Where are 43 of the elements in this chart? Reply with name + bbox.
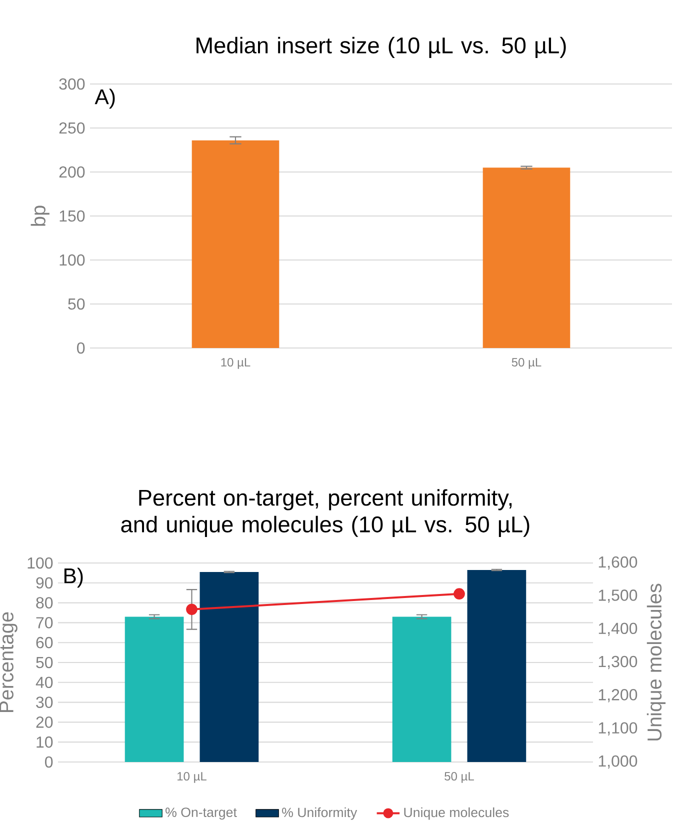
y-tick-label: 100 xyxy=(28,557,53,569)
y-tick-label: 90 xyxy=(36,577,53,589)
y-axis-title: bp xyxy=(30,206,50,226)
y2-tick-label: 1,100 xyxy=(598,722,638,736)
y2-tick-label: 1,500 xyxy=(598,590,638,603)
bar xyxy=(467,570,526,762)
legend-label: Unique molecules xyxy=(404,807,509,820)
y2-tick-label: 1,000 xyxy=(598,755,638,769)
chart-title: Percent on-target, percent uniformity, and unique molecules (10 µL vs. 50 µL) xyxy=(121,489,530,537)
bar xyxy=(124,616,184,762)
y-tick-label: 150 xyxy=(60,210,85,222)
y-tick-label: 20 xyxy=(36,716,53,728)
y-tick-label: 80 xyxy=(36,597,53,608)
x-tick-label: 10 µL xyxy=(178,772,206,783)
annotation: A) xyxy=(94,88,115,109)
y-tick-label: 50 xyxy=(36,656,53,668)
y2-axis-title: Unique molecules xyxy=(646,584,666,740)
y-tick-label: 70 xyxy=(36,617,53,628)
legend-label: % On-target xyxy=(166,808,237,820)
y2-tick-label: 1,300 xyxy=(598,656,638,670)
y-tick-label: 50 xyxy=(68,298,85,310)
y-tick-label: 10 xyxy=(36,736,53,748)
y-tick-label: 60 xyxy=(36,636,53,648)
y-axis-title: Percentage xyxy=(0,612,18,712)
y2-tick-label: 1,400 xyxy=(598,622,638,636)
y2-tick-label: 1,200 xyxy=(598,689,638,702)
y-tick-label: 250 xyxy=(59,122,85,134)
x-tick-label: 10 µL xyxy=(221,358,250,369)
legend-label: % Uniformity xyxy=(282,807,358,820)
y-tick-label: 30 xyxy=(36,696,53,708)
bar xyxy=(392,616,452,762)
bar xyxy=(200,572,259,762)
y-tick-label: 200 xyxy=(59,166,85,178)
x-tick-label: 50 µL xyxy=(444,772,474,783)
y2-tick-label: 1,600 xyxy=(598,556,638,570)
y-tick-label: 40 xyxy=(36,676,53,688)
y-tick-label: 0 xyxy=(77,342,85,354)
chart-title: Median insert size (10 µL vs. 50 µL) xyxy=(196,36,566,58)
x-tick-label: 50 µL xyxy=(512,358,542,369)
y-tick-label: 100 xyxy=(60,254,85,266)
annotation: B) xyxy=(64,568,83,588)
y-tick-label: 300 xyxy=(59,78,85,90)
y-tick-label: 0 xyxy=(45,756,53,768)
